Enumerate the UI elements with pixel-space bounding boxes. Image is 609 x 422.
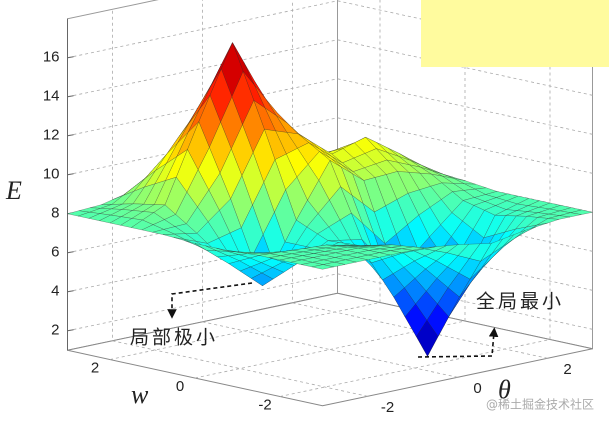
x-tick-label: 2 <box>563 361 571 378</box>
tick-labels: 2 4 6 8 10 12 14 16 -2 0 2 -2 0 2 <box>43 49 572 417</box>
surface-patch <box>311 264 334 270</box>
grid-line <box>67 273 593 332</box>
tick-mark <box>67 329 74 332</box>
grid-line <box>67 78 593 137</box>
surface <box>67 42 593 357</box>
x-axis-label: θ <box>498 375 511 404</box>
local-min-arrow <box>167 282 253 319</box>
z-tick-label: 6 <box>51 244 59 261</box>
y-tick-label: -2 <box>258 396 271 413</box>
y-tick-label: 2 <box>91 359 99 376</box>
y-axis-label: w <box>131 380 149 409</box>
tick-mark <box>67 134 74 137</box>
global-min-arrow <box>417 327 499 358</box>
grid-line <box>67 195 593 254</box>
z-tick-label: 14 <box>43 88 60 105</box>
x-tick-label: 0 <box>473 380 481 397</box>
grid-line <box>67 39 593 98</box>
z-tick-label: 4 <box>51 283 59 300</box>
tick-mark <box>67 56 74 59</box>
tick-mark <box>67 290 74 293</box>
tick-mark <box>67 95 74 98</box>
z-tick-label: 12 <box>43 127 60 144</box>
grid-line <box>279 8 551 397</box>
tick-mark <box>67 173 74 176</box>
grid-line <box>194 0 466 379</box>
z-tick-label: 2 <box>51 322 59 339</box>
grid-line <box>67 234 593 293</box>
grid-line <box>67 0 593 59</box>
y-tick-label: 0 <box>176 378 184 395</box>
grid-line <box>67 117 593 176</box>
z-axis-label: E <box>5 176 22 205</box>
annotation: 局部极小 <box>130 327 218 349</box>
grid-line <box>109 0 381 360</box>
grid-line <box>292 0 548 359</box>
grid-line <box>112 9 368 397</box>
z-tick-label: 8 <box>51 205 59 222</box>
highlight-box <box>421 0 609 67</box>
x-tick-label: -2 <box>381 399 394 416</box>
z-tick-label: 16 <box>43 49 60 66</box>
axes-box <box>67 0 593 407</box>
tick-mark <box>67 251 74 254</box>
z-tick-label: 10 <box>43 166 60 183</box>
annotation: 全局最小 <box>476 291 564 313</box>
watermark: @稀土掘金技术社区 <box>486 397 594 412</box>
